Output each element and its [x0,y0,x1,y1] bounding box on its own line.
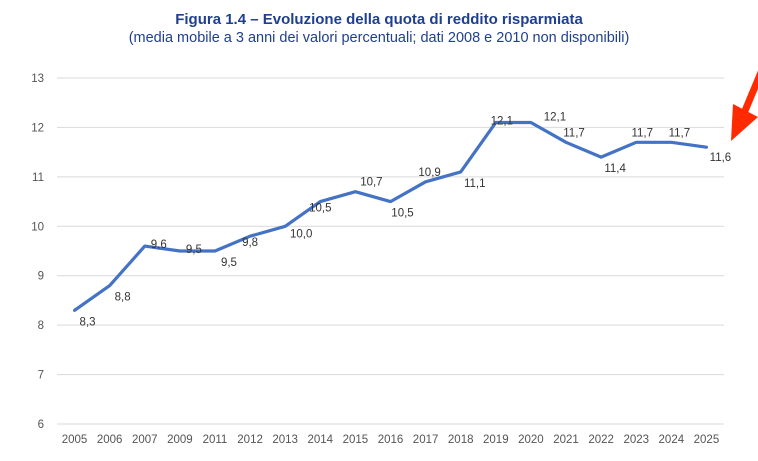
x-tick-label: 2023 [623,434,649,446]
data-label: 9,8 [242,237,258,249]
x-tick-label: 2005 [62,434,88,446]
x-tick-label: 2016 [378,434,404,446]
annotation-group [731,70,758,141]
x-tick-label: 2017 [413,434,439,446]
x-tick-label: 2018 [448,434,474,446]
x-tick-label: 2009 [167,434,193,446]
y-tick-label: 7 [38,370,44,382]
data-label: 11,4 [604,163,626,175]
data-label: 10,9 [418,167,440,179]
x-axis-ticks: 2005 2006 2007 2009 2011 2012 2013 2014 2015 2016… [62,434,719,446]
x-tick-label: 2015 [343,434,369,446]
x-tick-label: 2006 [97,434,123,446]
y-tick-label: 8 [38,320,44,332]
series-line-group [72,120,709,312]
data-label: 9,6 [151,239,167,251]
data-label: 11,7 [631,127,653,139]
x-tick-label: 2007 [132,434,158,446]
x-tick-label: 2021 [553,434,579,446]
arrow-head-icon [731,104,758,141]
data-label: 11,7 [563,127,585,139]
chart-subtitle: (media mobile a 3 anni dei valori percen… [128,30,630,46]
y-tick-label: 12 [31,122,44,134]
data-label: 11,7 [669,127,691,139]
x-tick-label: 2014 [307,434,333,446]
x-tick-label: 2012 [237,434,263,446]
data-labels: 8,3 8,8 9,6 9,5 9,5 9,8 10,0 10,5 10,7 10,5 10,9 11… [80,111,732,328]
y-tick-label: 10 [31,221,44,233]
arrow-shaft [738,70,758,120]
data-label: 11,1 [464,178,486,190]
x-tick-label: 2013 [272,434,298,446]
data-label: 11,6 [710,152,732,164]
data-label: 10,5 [391,208,413,220]
data-label: 8,3 [80,316,96,328]
y-tick-label: 9 [38,271,44,283]
chart-title: Figura 1.4 – Evoluzione della quota di r… [175,11,583,28]
data-label: 9,5 [186,244,202,256]
data-label: 12,1 [491,115,513,127]
y-tick-label: 13 [31,73,44,85]
data-label: 8,8 [115,292,131,304]
data-label: 9,5 [221,257,237,269]
data-label: 12,1 [544,111,566,123]
x-tick-label: 2022 [588,434,614,446]
y-tick-label: 6 [38,419,44,431]
y-tick-label: 11 [32,172,44,184]
data-label: 10,7 [360,177,382,189]
x-tick-label: 2025 [694,434,720,446]
y-axis-ticks: 6 7 8 9 10 11 12 13 [31,73,44,431]
x-tick-label: 2024 [659,434,685,446]
data-label: 10,0 [290,228,312,240]
x-tick-label: 2020 [518,434,544,446]
x-tick-label: 2011 [203,434,228,446]
x-tick-label: 2019 [483,434,509,446]
data-label: 10,5 [309,203,331,215]
gridlines [57,77,724,425]
